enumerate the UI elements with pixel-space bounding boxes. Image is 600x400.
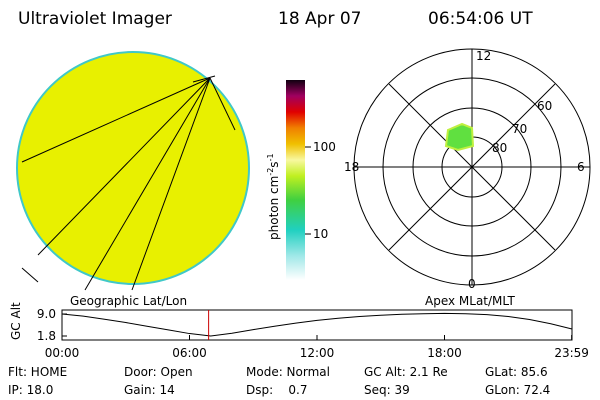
label: -2 [266,168,275,176]
y-tick-label: 1.8 [37,329,56,343]
info-field: GLon: 72.4 [485,383,550,397]
y-tick-label: 9.0 [37,307,56,321]
date: 18 Apr 07 [278,9,361,29]
info-field: Gain: 14 [124,383,175,397]
info-field: IP: 18.0 [8,383,53,397]
info-field: Door: Open [124,365,193,379]
info-field: Dsp: 0.7 [246,383,308,397]
caption: Apex MLat/MLT [425,294,515,308]
mlt-label: 6 [577,160,585,174]
colorbar-tick: 10 [313,227,328,241]
altitude-line [61,312,573,337]
x-tick-label: 00:00 [45,346,80,360]
x-tick-label: 06:00 [172,346,207,360]
y-label: GC Alt [9,302,23,340]
mlat-label: 60 [537,99,552,113]
x-tick-label: 12:00 [300,346,335,360]
label: photon cm [267,176,281,240]
label: s [267,161,281,167]
colorbar-label: photon cm-2s-1 [266,153,281,240]
title: Ultraviolet Imager [18,9,172,29]
info-field: GC Alt: 2.1 Re [364,365,448,379]
caption: Geographic Lat/Lon [70,294,187,308]
info-field: GLat: 85.6 [485,365,548,379]
time: 06:54:06 UT [428,9,533,29]
colorbar-tick: 100 [313,140,336,154]
x-tick-label: 23:59 [554,346,589,360]
info-field: Flt: HOME [8,365,67,379]
polar-plot [353,48,591,286]
mlt-label: 12 [476,49,491,63]
colorbar [286,80,305,280]
info-field: Mode: Normal [246,365,330,379]
label: -1 [266,153,275,161]
info-field: Seq: 39 [364,383,410,397]
mlt-label: 18 [344,160,359,174]
x-tick-label: 18:00 [427,346,462,360]
mlat-label: 70 [512,122,527,136]
mlat-label: 80 [492,141,507,155]
image [16,51,250,291]
mlt-label: 0 [468,277,476,291]
